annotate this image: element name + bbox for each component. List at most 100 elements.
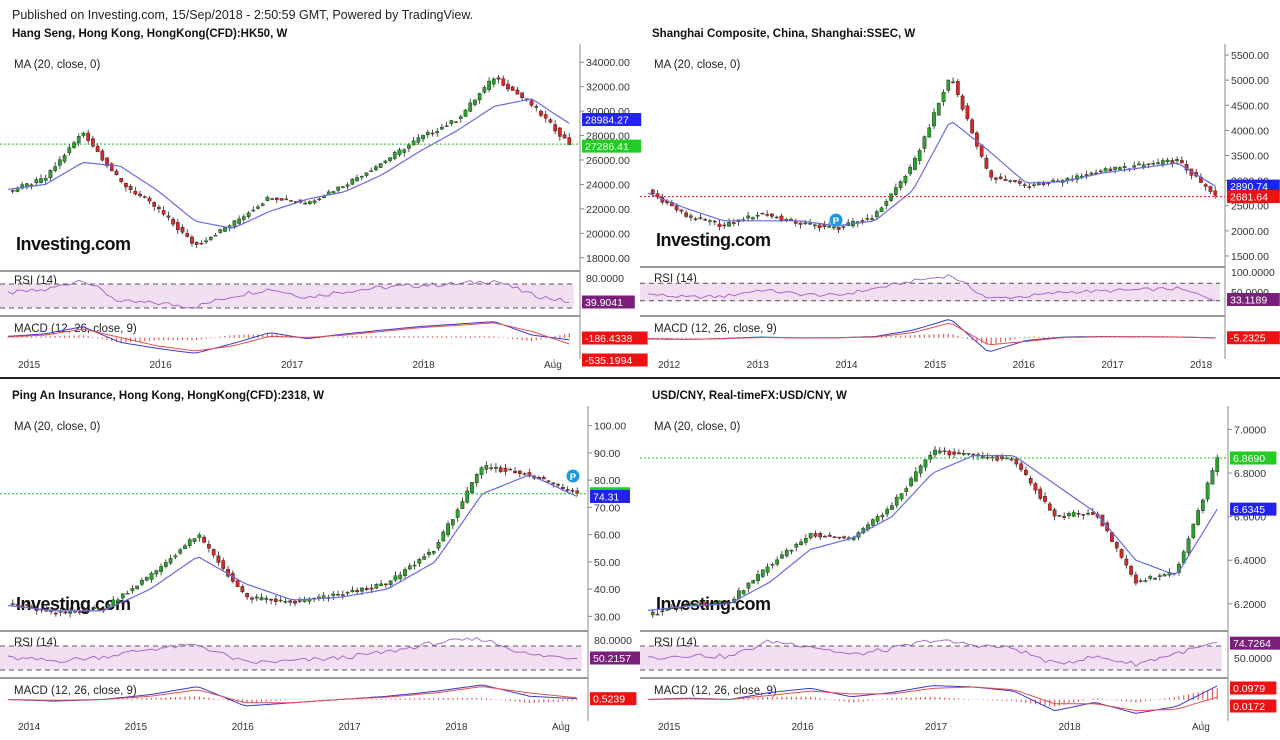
macd-hist-bar [795, 696, 797, 700]
candle-body [570, 490, 575, 492]
candle-body [965, 105, 970, 120]
macd-hist-bar [153, 337, 155, 341]
candle-body [741, 590, 746, 595]
candle-body [369, 170, 374, 172]
macd-hist-bar [895, 335, 897, 338]
macd-hist-bar [928, 334, 930, 338]
candle-body [317, 198, 322, 201]
macd-hist-bar [428, 697, 430, 700]
macd-hist-bar [728, 337, 730, 338]
candle-body [1028, 477, 1033, 484]
value-tag-label: 74.31 [593, 491, 619, 503]
macd-hist-bar [243, 334, 245, 338]
macd-hist-bar [568, 333, 570, 338]
x-tick-label: 2017 [1101, 360, 1124, 371]
candle-body [756, 574, 760, 582]
candle-body [520, 92, 524, 99]
candle-body [374, 583, 379, 589]
candle-body [1213, 190, 1218, 196]
candle-body [1215, 457, 1220, 472]
value-tag [582, 139, 642, 153]
macd-hist-bar [957, 335, 959, 338]
candle-body [489, 467, 493, 469]
macd-hist-bar [1030, 699, 1032, 704]
candle-body [412, 564, 417, 567]
candle-body [684, 604, 689, 606]
macd-hist-bar [652, 337, 654, 339]
candle-body [975, 132, 979, 147]
candle-body [289, 200, 293, 202]
price-tick-label: 20000.00 [586, 228, 630, 240]
macd-hist-bar [1073, 699, 1075, 703]
candle-body [111, 599, 116, 606]
macd-hist-bar [375, 336, 377, 338]
candle-body [908, 166, 913, 175]
macd-hist-bar [431, 336, 434, 338]
candle-body [192, 538, 197, 542]
price-tick-label: 2500.00 [1231, 201, 1269, 213]
candle-body [955, 81, 960, 95]
macd-hist-bar [982, 699, 984, 701]
candle-body [142, 196, 147, 198]
candle-body [898, 181, 903, 189]
macd-hist-bar [1100, 337, 1102, 338]
macd-hist-bar [403, 336, 405, 338]
macd-hist-bar [915, 697, 917, 700]
candle-body [927, 127, 932, 138]
macd-hist-bar [479, 336, 481, 338]
candle-body [746, 215, 750, 219]
macd-hist-bar [318, 337, 320, 339]
chart-panel-hang-seng: Hang Seng, Hong Kong, HongKong(CFD):HK50… [0, 24, 648, 376]
macd-hist-bar [394, 336, 396, 338]
macd-hist-bar [571, 699, 574, 701]
candle-body [105, 157, 109, 167]
macd-hist-bar [533, 699, 535, 703]
macd-hist-bar [262, 334, 264, 338]
macd-hist-bar [1019, 337, 1021, 339]
candle-body [341, 186, 345, 188]
macd-hist-bar [509, 699, 511, 702]
candle-body [746, 582, 751, 589]
macd-hist-bar [514, 699, 516, 702]
candle-body [133, 190, 138, 195]
chart-title: Hang Seng, Hong Kong, HongKong(CFD):HK50… [12, 28, 288, 40]
macd-hist-bar [1178, 696, 1180, 700]
candle-body [494, 466, 498, 469]
macd-hist-bar [1092, 698, 1094, 700]
candle-body [890, 505, 894, 510]
candle-body [1067, 513, 1071, 516]
macd-hist-bar [516, 337, 518, 340]
candle-body [928, 454, 933, 460]
candle-body [784, 219, 789, 221]
ma-indicator-label: MA (20, close, 0) [654, 59, 740, 71]
p-marker-label: P [570, 472, 577, 483]
candle-body [827, 225, 832, 228]
candle-body [398, 574, 403, 579]
macd-hist-bar [389, 336, 391, 338]
candle-body [794, 543, 799, 548]
value-tag-label: 39.9041 [585, 297, 623, 309]
price-tick-label: 5000.00 [1231, 75, 1269, 87]
candle-body [246, 212, 251, 217]
candle-body [1071, 512, 1076, 517]
macd-hist-bar [552, 699, 554, 702]
macd-hist-bar [1135, 699, 1137, 703]
macd-hist-bar [476, 697, 478, 700]
price-tick-label: 100.00 [594, 421, 626, 433]
value-tag-label: 0.0172 [1233, 701, 1265, 713]
candle-body [717, 223, 722, 227]
macd-hist-bar [97, 337, 99, 339]
candle-body [803, 538, 808, 543]
macd-hist-bar [1038, 336, 1040, 338]
x-tick-label: 2018 [445, 722, 468, 733]
candle-body [273, 598, 278, 602]
macd-hist-bar [880, 336, 883, 338]
price-tick-label: 40.00 [594, 584, 620, 596]
candle-body [159, 566, 163, 573]
candle-body [933, 449, 937, 456]
candle-body [388, 580, 393, 586]
candle-body [803, 222, 808, 225]
candle-body [260, 203, 265, 206]
candle-body [336, 186, 341, 191]
candle-body [693, 603, 698, 605]
